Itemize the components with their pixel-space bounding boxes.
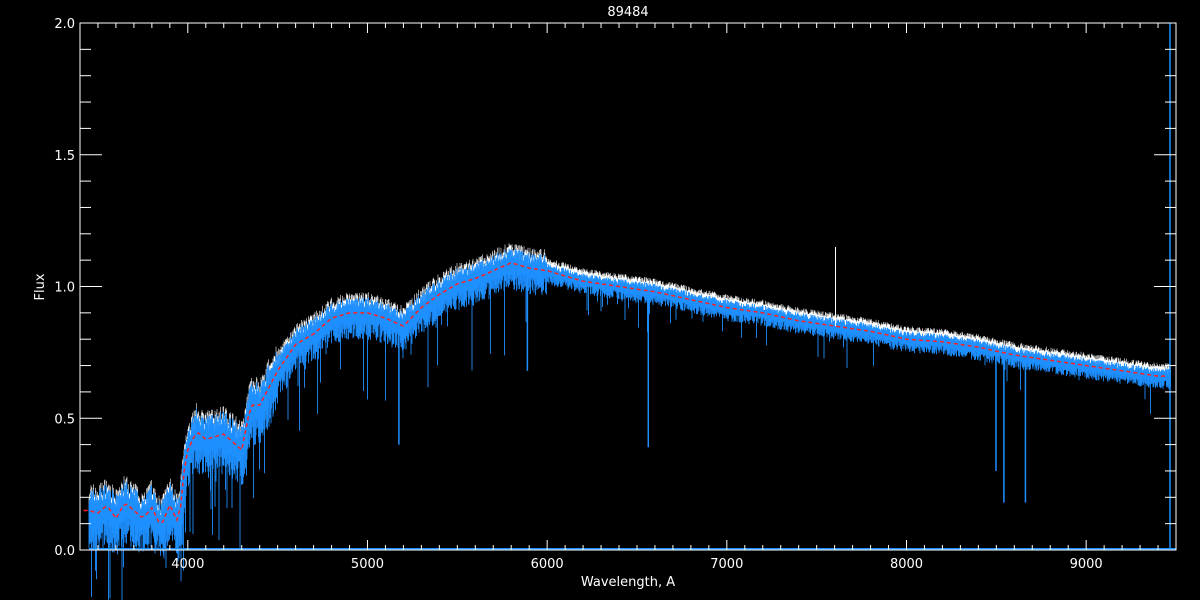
chart-title: 89484	[607, 5, 648, 20]
y-axis-label: Flux	[33, 273, 48, 300]
x-tick-label: 9000	[1070, 557, 1103, 572]
y-tick-label: 0.5	[54, 412, 75, 427]
y-tick-label: 0.0	[54, 544, 75, 559]
x-tick-label: 8000	[890, 557, 923, 572]
axes: 4000 5000 6000 7000 8000 9000 0.0 0.5 1.0 1.5 2.0	[54, 17, 1177, 572]
observed-spectrum	[88, 248, 1171, 600]
y-tick-label: 1.5	[54, 149, 75, 164]
x-tick-label: 6000	[531, 557, 564, 572]
y-tick-label: 1.0	[54, 281, 75, 296]
x-tick-label: 4000	[171, 557, 204, 572]
x-tick-label: 7000	[710, 557, 743, 572]
x-axis-label: Wavelength, A	[581, 575, 675, 590]
x-tick-label: 5000	[351, 557, 384, 572]
model-spectrum	[83, 262, 1166, 524]
plot-area	[83, 23, 1176, 600]
y-tick-label: 2.0	[54, 17, 75, 32]
